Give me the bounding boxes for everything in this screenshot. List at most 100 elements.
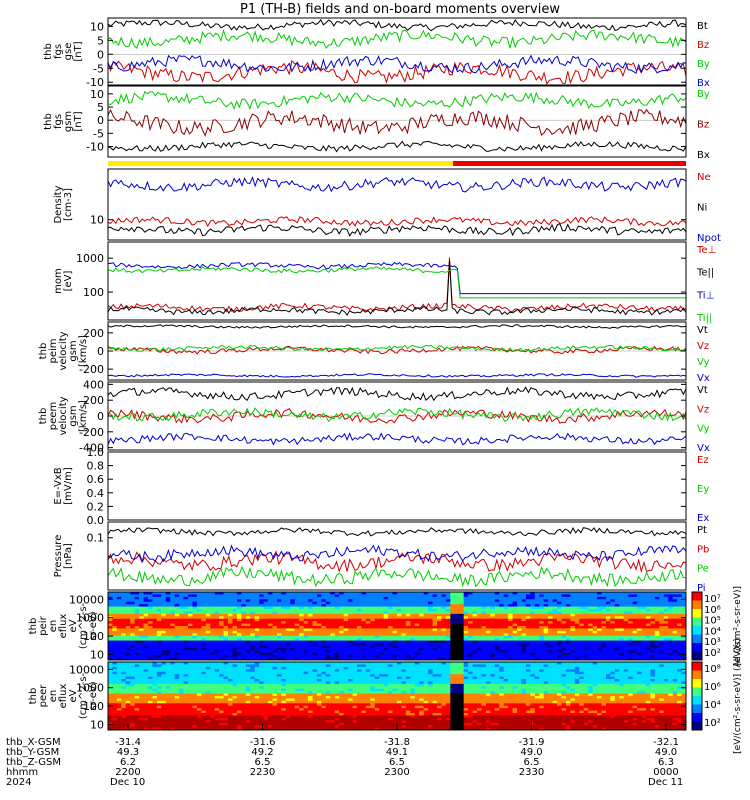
spectrogram-cell — [414, 623, 420, 627]
spectrogram-cell — [263, 623, 269, 627]
spectrogram-cell — [330, 594, 336, 598]
spectrogram-cell — [619, 592, 625, 595]
spectrogram-cell — [365, 628, 371, 632]
spectrogram-cell — [610, 630, 616, 634]
series-line-npot — [107, 176, 687, 193]
spectrogram-cell — [485, 592, 491, 595]
spectrogram-cell — [668, 638, 674, 642]
spectrogram-cell — [534, 630, 540, 634]
spectrogram-cell — [134, 698, 140, 702]
spectrogram-cell — [477, 599, 482, 603]
spectrogram-cell — [481, 652, 487, 656]
y-tick-label: 5 — [97, 101, 104, 114]
spectrogram-cell — [263, 725, 269, 729]
spectrogram-cell — [236, 647, 242, 651]
spectrogram-cell — [565, 640, 571, 644]
spectrogram-cell — [276, 613, 282, 617]
spectrogram-cell — [365, 657, 371, 661]
spectrogram-cell — [170, 647, 176, 651]
spectrogram-cell — [423, 650, 429, 654]
series-line-vz — [107, 345, 687, 355]
spectrogram-cell — [445, 596, 451, 600]
spectrogram-cell — [512, 630, 518, 634]
spectrogram-cell — [188, 686, 193, 690]
spectrogram-cell — [188, 618, 193, 622]
spectrogram-cell — [348, 599, 354, 603]
spectrogram-cell — [397, 650, 402, 654]
spectrogram-cell — [503, 655, 509, 659]
spectrogram-cell — [437, 606, 442, 610]
spectrogram-cell — [192, 633, 198, 637]
spectrogram-cell — [641, 640, 647, 644]
spectrogram-cell — [134, 657, 140, 661]
spectrogram-cell — [623, 633, 629, 637]
spectrogram-cell — [565, 616, 571, 620]
spectrogram-cell — [116, 722, 122, 726]
spectrogram-cell — [254, 640, 260, 644]
spectrogram-cell — [312, 606, 318, 610]
spectrogram-cell — [268, 720, 274, 724]
spectrogram-cell — [645, 621, 651, 625]
spectrogram-cell — [579, 604, 585, 608]
spectrogram-cell — [236, 683, 242, 687]
spectrogram-cell — [121, 686, 127, 690]
spectrogram-cell — [410, 630, 416, 634]
spectrogram-cell — [214, 592, 220, 595]
spectrogram-cell — [654, 633, 660, 637]
spectrogram-cell — [397, 626, 402, 629]
spectrogram-cell — [316, 626, 322, 629]
spectrogram-cell — [512, 645, 518, 649]
spectrogram-cell — [130, 691, 136, 695]
spectrogram-cell — [650, 596, 656, 600]
spectrogram-cell — [645, 640, 651, 644]
spectrogram-cell — [161, 679, 167, 682]
spectrogram-cell — [201, 720, 207, 724]
spectrogram-cell — [419, 640, 425, 644]
spectrogram-cell — [294, 623, 300, 627]
spectrogram-cell — [654, 652, 660, 656]
spectrogram-cell — [156, 713, 162, 716]
spectrogram-cell — [156, 609, 162, 612]
spectrogram-cell — [405, 640, 411, 644]
spectrogram-cell — [232, 645, 238, 649]
spectrogram-cell — [174, 669, 180, 673]
spectrogram-cell — [245, 696, 251, 699]
spectrogram-cell — [219, 679, 225, 682]
spectrogram-cell — [414, 640, 420, 644]
spectrogram-cell — [214, 664, 220, 668]
spectrogram-cell — [610, 623, 616, 627]
spectrogram-cell — [125, 703, 131, 707]
spectrogram-cell — [179, 633, 185, 637]
spectrogram-cell — [219, 652, 225, 656]
spectrogram-cell — [250, 666, 256, 670]
spectrogram-cell — [112, 599, 118, 603]
spectrogram-cell — [339, 643, 345, 646]
spectrogram-cell — [361, 657, 367, 661]
colorbar-tick-label: 10⁴ — [704, 626, 721, 637]
spectrogram-cell — [263, 688, 269, 692]
spectrogram-cell — [223, 681, 229, 685]
spectrogram-cell — [574, 635, 580, 639]
spectrogram-cell — [339, 609, 345, 612]
spectrogram-cell — [205, 698, 211, 702]
spectrogram-cell — [259, 662, 265, 665]
spectrogram-cell — [388, 647, 394, 651]
spectrogram-cell — [156, 601, 162, 605]
spectrogram-cell — [610, 596, 616, 600]
spectrogram-cell — [281, 717, 287, 721]
spectrogram-cell — [339, 599, 345, 603]
spectrogram-cell — [214, 650, 220, 654]
spectrogram-cell — [370, 652, 376, 656]
legend-label: Ti⊥ — [696, 290, 714, 301]
spectrogram-cell — [174, 638, 180, 642]
spectrogram-cell — [454, 650, 460, 654]
spectrogram-cell — [610, 599, 616, 603]
spectrogram-cell — [116, 657, 122, 661]
spectrogram-cell — [628, 655, 634, 659]
spectrogram-cell — [614, 618, 620, 622]
spectrogram-cell — [281, 606, 287, 610]
spectrogram-cell — [183, 643, 189, 646]
spectrogram-cell — [601, 618, 607, 622]
spectrogram-cell — [654, 626, 660, 629]
spectrogram-cell — [321, 604, 327, 608]
